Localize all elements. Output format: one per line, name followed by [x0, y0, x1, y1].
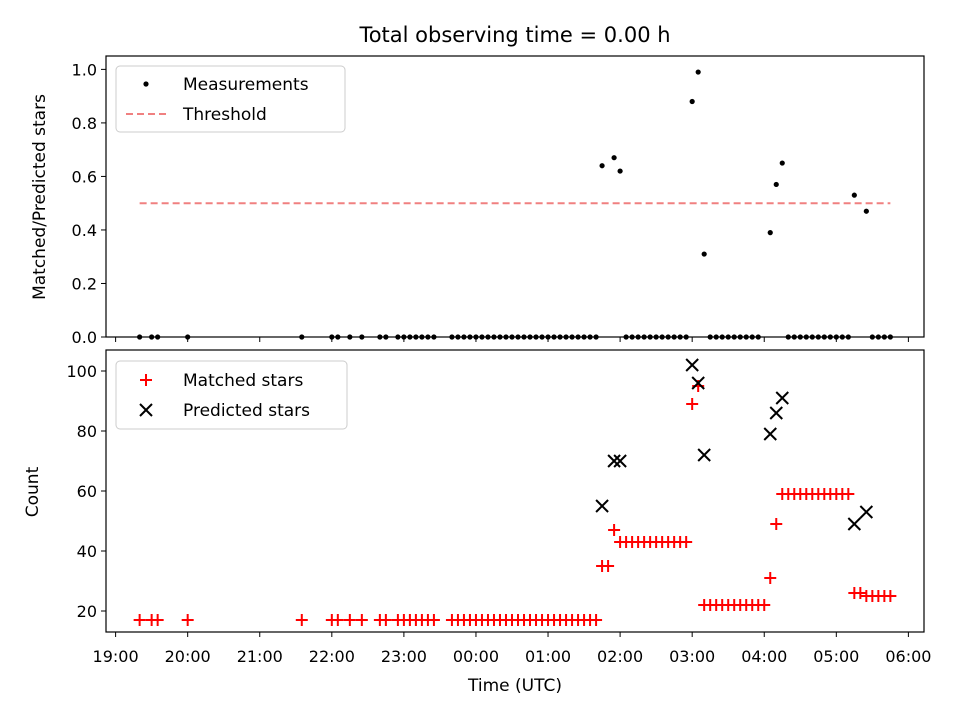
predicted-star-point — [763, 427, 777, 441]
y-tick-label: 0.6 — [72, 167, 97, 186]
matched-star-point — [758, 599, 771, 611]
measurement-point — [767, 230, 773, 236]
measurement-point — [701, 251, 707, 257]
ratio-plot-frame — [105, 55, 925, 338]
count-marks — [133, 358, 897, 626]
x-tick-label: 02:00 — [597, 647, 643, 666]
x-tick-label: 23:00 — [381, 647, 427, 666]
matched-star-point — [842, 488, 855, 500]
count-y-ticks: 20 40 60 80 100 — [66, 362, 106, 621]
x-tick-label: 05:00 — [813, 647, 859, 666]
y-tick-label: 20 — [77, 602, 97, 621]
measurement-point — [689, 98, 695, 105]
matched-star-point — [884, 590, 897, 602]
measurement-point — [611, 155, 617, 161]
y-tick-label: 0.2 — [72, 274, 97, 293]
measurement-point — [779, 160, 785, 166]
matched-star-point — [181, 614, 194, 626]
y-tick-label: 60 — [77, 482, 97, 501]
ratio-y-axis-label: Matched/Predicted stars — [30, 94, 50, 300]
predicted-star-point — [685, 358, 699, 372]
predicted-legend-marker — [139, 403, 153, 417]
ratio-legend-box — [115, 65, 346, 133]
matched-star-point — [602, 560, 615, 572]
matched-legend-label: Matched stars — [183, 371, 303, 391]
ratio-legend: Measurements Threshold — [115, 65, 346, 133]
matched-star-point — [608, 524, 621, 536]
y-tick-label: 0.4 — [72, 221, 97, 240]
x-tick-label: 00:00 — [453, 647, 499, 666]
predicted-star-point — [769, 406, 783, 420]
count-y-axis-label: Count — [23, 466, 43, 517]
x-tick-label: 04:00 — [741, 647, 787, 666]
matched-star-point — [854, 587, 867, 599]
predicted-star-point — [847, 517, 862, 531]
matched-star-point — [379, 614, 392, 626]
threshold-legend-label: Threshold — [182, 105, 267, 125]
count-panel: 20 40 60 80 100 19:00 20:00 21:00 22:00 23:00 00:… — [23, 349, 931, 696]
y-tick-label: 40 — [77, 542, 97, 561]
measurement-point — [773, 181, 779, 188]
count-legend-box — [115, 360, 348, 430]
x-tick-label: 21:00 — [237, 647, 283, 666]
matched-star-point — [295, 614, 308, 626]
matched-star-point — [770, 518, 783, 530]
x-tick-label: 22:00 — [309, 647, 355, 666]
matched-legend-marker — [140, 374, 152, 386]
measurement-point — [851, 192, 857, 198]
chart-title: Total observing time = 0.00 h — [358, 23, 670, 47]
measurements-legend-marker — [143, 81, 149, 87]
predicted-legend-label: Predicted stars — [183, 401, 310, 421]
measurement-point — [617, 168, 623, 174]
y-tick-label: 100 — [66, 362, 97, 381]
matched-star-point — [355, 614, 368, 626]
matched-star-point — [331, 614, 344, 626]
predicted-star-point — [775, 391, 789, 405]
matched-star-point — [590, 614, 603, 626]
x-tick-label: 01:00 — [525, 647, 571, 666]
predicted-star-point — [607, 454, 621, 468]
matched-star-point — [427, 614, 440, 626]
y-tick-label: 0.8 — [72, 114, 97, 133]
matched-star-point — [343, 614, 356, 626]
x-axis-label: Time (UTC) — [467, 676, 562, 696]
x-tick-label: 19:00 — [93, 647, 139, 666]
y-tick-label: 0.0 — [72, 328, 97, 347]
matched-star-point — [764, 572, 777, 584]
measurement-point — [695, 69, 701, 75]
predicted-star-point — [691, 376, 705, 390]
x-tick-label: 03:00 — [669, 647, 715, 666]
matched-star-point — [686, 398, 699, 410]
predicted-star-point — [697, 448, 711, 462]
ratio-y-ticks: 0.0 0.2 0.4 0.6 0.8 1.0 — [72, 60, 106, 347]
measurement-point — [863, 208, 869, 214]
measurement-point — [599, 163, 605, 169]
matched-star-point — [151, 614, 164, 626]
x-tick-label: 06:00 — [885, 647, 931, 666]
ratio-panel: 0.0 0.2 0.4 0.6 0.8 1.0 Matched/Predicted sta… — [30, 55, 925, 347]
x-tick-label: 20:00 — [165, 647, 211, 666]
predicted-star-point — [613, 454, 627, 468]
ratio-x-ticks — [115, 337, 909, 342]
count-legend: Matched stars Predicted stars — [115, 360, 348, 430]
matched-star-point — [133, 614, 146, 626]
predicted-star-point — [595, 499, 609, 513]
measurements-legend-label: Measurements — [183, 75, 309, 95]
count-x-ticks: 19:00 20:00 21:00 22:00 23:00 00:00 01:00 02:00… — [93, 632, 931, 666]
count-plot-frame — [105, 349, 925, 633]
matched-star-point — [680, 536, 693, 548]
predicted-star-point — [859, 505, 874, 519]
y-tick-label: 80 — [77, 422, 97, 441]
y-tick-label: 1.0 — [72, 60, 97, 79]
